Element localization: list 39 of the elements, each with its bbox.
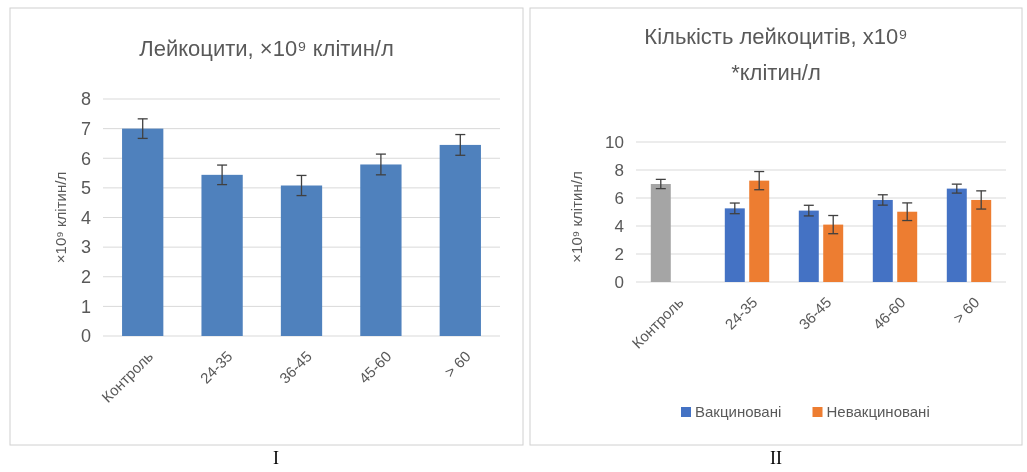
bar (798, 210, 819, 282)
y-axis-title: ×10⁹ клітин/л (568, 171, 585, 263)
bar (872, 199, 893, 282)
x-tick-label: > 60 (949, 293, 983, 327)
text: I (273, 448, 279, 468)
bar (439, 144, 481, 336)
y-tick-label: 8 (80, 89, 91, 110)
y-tick-label: 4 (614, 216, 624, 236)
y-tick-label: 0 (80, 326, 91, 347)
y-tick-label: 6 (80, 148, 91, 169)
bar (897, 211, 918, 282)
chart-title: Кількість лейкоцитів, х10⁹ *клітин/л (644, 24, 908, 85)
y-tick-label: 0 (614, 272, 624, 292)
x-tick-label: > 60 (440, 347, 474, 381)
y-tick-label: 7 (80, 118, 91, 139)
bar (650, 184, 671, 282)
bar (749, 180, 770, 282)
y-tick-label: 1 (80, 296, 91, 317)
y-tick-label: 5 (80, 178, 91, 199)
legend-label: Вакциновані (695, 403, 782, 421)
y-tick-label: 3 (80, 237, 91, 258)
bar (823, 224, 844, 282)
bar (724, 208, 745, 282)
bar (201, 174, 243, 336)
chart-title: Лейкоцити, ×10⁹ клітин/л (139, 36, 394, 61)
y-tick-label: 4 (80, 207, 91, 228)
y-tick-label: 8 (614, 160, 624, 180)
bar (971, 199, 992, 282)
bar (360, 164, 402, 336)
bar (122, 128, 164, 336)
legend-label: Невакциновані (826, 403, 930, 421)
text: II (770, 448, 782, 468)
y-axis-title: ×10⁹ клітин/л (52, 171, 69, 264)
y-tick-label: 6 (614, 188, 624, 208)
y-tick-label: 2 (80, 267, 91, 288)
bar (946, 188, 967, 282)
bar (280, 185, 323, 336)
y-tick-label: 2 (614, 244, 624, 264)
y-tick-label: 10 (605, 132, 624, 152)
